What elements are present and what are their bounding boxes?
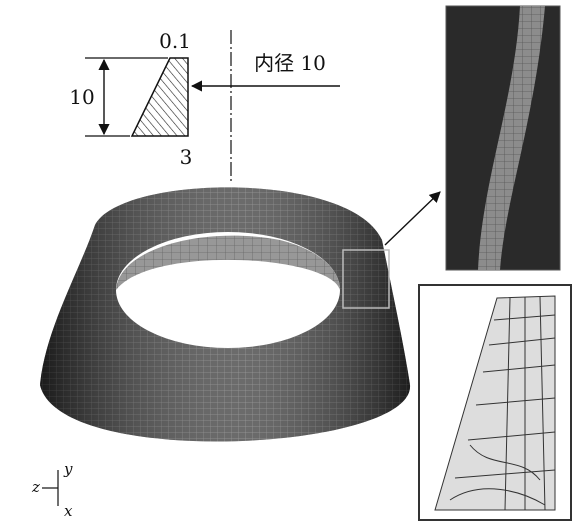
top-width-label: 0.1 xyxy=(159,29,191,53)
height-label: 10 xyxy=(69,85,94,109)
x-axis-label: x xyxy=(64,502,73,520)
mesh-ring xyxy=(40,187,440,441)
zoom-inset-top xyxy=(446,6,560,270)
figure: 0.1 10 3 内径 10 z y x xyxy=(0,0,573,524)
z-axis-label: z xyxy=(31,478,40,496)
y-axis-label: y xyxy=(63,460,73,478)
cross-section: 0.1 10 3 内径 10 xyxy=(69,29,340,182)
zoom-inset-bottom xyxy=(419,285,571,520)
bottom-width-label: 3 xyxy=(180,145,193,169)
inner-diameter-label: 内径 10 xyxy=(254,51,326,75)
axis-triad: z y x xyxy=(31,460,73,520)
